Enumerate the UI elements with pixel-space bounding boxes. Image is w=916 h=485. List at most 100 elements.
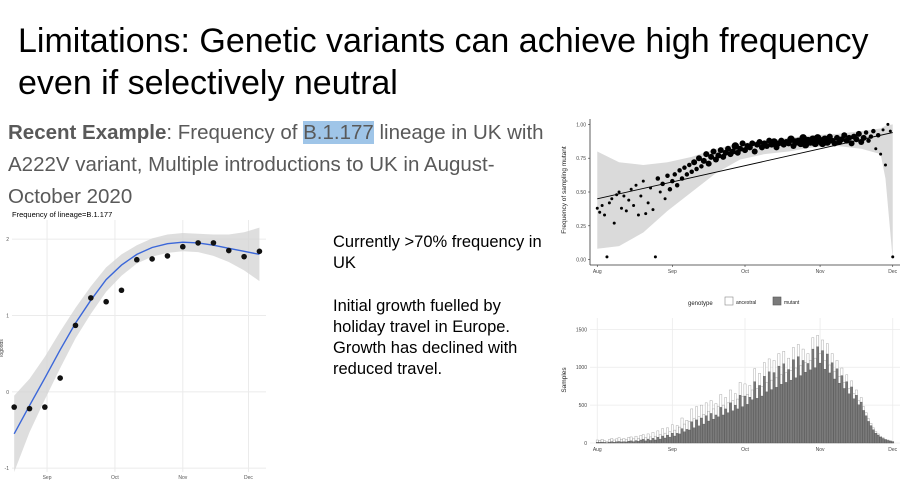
data-point: [886, 122, 890, 126]
bar-mutant: [729, 402, 732, 444]
data-point: [860, 134, 867, 141]
slide-title: Limitations: Genetic variants can achiev…: [18, 22, 869, 102]
data-point: [879, 152, 883, 156]
bar-mutant: [867, 421, 870, 444]
data-point: [684, 172, 690, 177]
bar-mutant: [838, 383, 841, 444]
data-point: [610, 197, 614, 201]
bar-mutant: [690, 421, 693, 444]
bar-mutant: [799, 375, 802, 444]
data-point: [855, 130, 862, 137]
bar-mutant: [826, 353, 829, 444]
data-point: [866, 138, 871, 143]
data-point: [634, 183, 638, 187]
data-point: [731, 142, 740, 150]
note-current-frequency: Currently >70% frequency in UK: [333, 233, 542, 272]
bar-mutant: [658, 438, 662, 444]
bar-mutant: [668, 436, 672, 444]
x-tick-label: Sep: [668, 447, 677, 453]
bar-mutant: [666, 434, 669, 444]
y-tick-label: 0: [584, 441, 587, 447]
bar-mutant: [629, 440, 633, 444]
bar-mutant: [804, 372, 807, 444]
bar-mutant: [828, 372, 832, 444]
data-point: [646, 201, 650, 205]
bar-mutant: [717, 416, 720, 444]
bar-mutant: [615, 441, 618, 444]
bar-mutant: [663, 437, 667, 444]
bar-mutant: [673, 435, 677, 444]
bar-mutant: [603, 442, 606, 444]
data-point: [756, 138, 763, 145]
bar-mutant: [685, 429, 689, 444]
bar-mutant: [617, 441, 621, 444]
data-point: [632, 204, 636, 208]
bar-mutant: [700, 417, 703, 444]
data-point: [863, 130, 869, 135]
data-point: [644, 212, 648, 216]
bar-mutant: [879, 436, 882, 444]
bar-mutant: [760, 395, 764, 444]
bar-mutant: [857, 404, 861, 444]
data-point: [841, 132, 848, 139]
data-point: [88, 295, 94, 301]
bar-mutant: [809, 369, 812, 444]
bar-mutant: [862, 410, 865, 444]
y-axis-label: Samples: [561, 367, 568, 393]
data-point: [763, 143, 770, 150]
bar-mutant: [748, 397, 752, 444]
y-axis-label: Frequency of sampling mutant: [561, 146, 568, 234]
data-point: [891, 255, 895, 259]
data-point: [770, 138, 778, 146]
bar-mutant: [731, 410, 735, 444]
data-point: [687, 162, 692, 168]
data-point: [629, 187, 633, 191]
bar-mutant: [806, 363, 810, 444]
data-point: [225, 247, 232, 254]
data-point: [689, 169, 694, 174]
bar-mutant: [835, 368, 839, 444]
bar-mutant: [600, 441, 604, 444]
bar-mutant: [813, 367, 817, 444]
bar-mutant: [683, 431, 686, 444]
bar-mutant: [654, 439, 657, 444]
data-point: [883, 163, 887, 167]
y-tick-label: 0.50: [576, 190, 586, 196]
data-point: [103, 298, 109, 305]
x-tick-label: Dec: [244, 475, 253, 481]
bar-mutant: [608, 441, 611, 444]
bar-mutant: [830, 362, 834, 444]
bar-mutant: [840, 375, 844, 444]
bar-mutant: [656, 437, 660, 444]
bar-mutant: [675, 433, 679, 444]
data-point: [639, 194, 643, 198]
note-growth-explanation: Initial growth fuelled by holiday travel…: [333, 297, 518, 378]
bar-mutant: [767, 371, 771, 444]
bar-mutant: [639, 439, 643, 444]
bar-mutant: [765, 391, 769, 444]
bar-mutant: [794, 377, 798, 444]
bar-mutant: [680, 428, 684, 444]
bar-mutant: [792, 359, 795, 444]
bar-mutant: [818, 362, 822, 444]
data-point: [256, 248, 263, 255]
data-point: [881, 128, 885, 132]
x-tick-label: Aug: [593, 269, 602, 275]
bar-mutant: [734, 404, 737, 444]
y-tick-label: -1: [5, 466, 10, 472]
bar-mutant: [876, 434, 880, 444]
data-point: [663, 197, 667, 201]
bar-mutant: [874, 433, 878, 444]
mutant-frequency-chart: Frequency of sampling mutant 1.00 0.75 0.50…: [561, 119, 900, 275]
x-tick-label: Nov: [816, 269, 825, 275]
data-point: [705, 160, 712, 167]
bar-mutant: [886, 440, 890, 444]
bar-mutant: [688, 429, 691, 444]
data-point: [725, 145, 732, 152]
y-tick-label: 1000: [576, 365, 587, 371]
data-point: [617, 190, 621, 194]
y-tick-label: 0.00: [576, 258, 586, 264]
data-point: [11, 404, 17, 410]
x-tick-label: Nov: [178, 475, 187, 481]
bar-mutant: [852, 398, 856, 444]
